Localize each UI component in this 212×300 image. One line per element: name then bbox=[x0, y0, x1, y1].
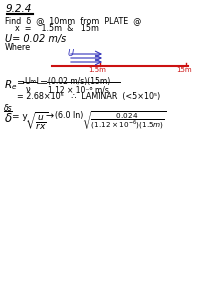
Text: U∞L: U∞L bbox=[24, 77, 41, 86]
Text: = 2.68×10⁵   ∴  LAMINAR  (<5×10⁵): = 2.68×10⁵ ∴ LAMINAR (<5×10⁵) bbox=[17, 92, 160, 101]
Text: $\sqrt{\dfrac{u}{rx}}$: $\sqrt{\dfrac{u}{rx}}$ bbox=[25, 111, 49, 132]
Text: (0.02 m/s)(15m): (0.02 m/s)(15m) bbox=[48, 77, 110, 86]
Text: →: → bbox=[46, 111, 54, 121]
Text: U: U bbox=[68, 49, 74, 58]
Text: $\sqrt{\dfrac{0.024}{(1.12\times10^{-6})(1.5m)}}$: $\sqrt{\dfrac{0.024}{(1.12\times10^{-6})… bbox=[82, 110, 166, 132]
Text: $\delta$: $\delta$ bbox=[4, 112, 13, 125]
Text: =: = bbox=[40, 78, 48, 88]
Text: x  =    1.5m  &   15m: x = 1.5m & 15m bbox=[5, 24, 99, 33]
Text: Find  δ  @  10mm  from  PLATE  @: Find δ @ 10mm from PLATE @ bbox=[5, 16, 141, 25]
Text: 9.2.4: 9.2.4 bbox=[6, 4, 32, 14]
Text: 1.12 × 10⁻⁶ m/s: 1.12 × 10⁻⁶ m/s bbox=[48, 85, 109, 94]
Text: U= 0.02 m/s: U= 0.02 m/s bbox=[5, 34, 66, 44]
Text: ν: ν bbox=[26, 85, 31, 94]
Text: = y: = y bbox=[12, 112, 28, 121]
Text: δs: δs bbox=[4, 104, 13, 113]
Text: 15m: 15m bbox=[176, 67, 192, 73]
Text: (6.0 ln): (6.0 ln) bbox=[55, 111, 83, 120]
Text: Where: Where bbox=[5, 43, 31, 52]
Text: 1.5m: 1.5m bbox=[88, 67, 106, 73]
Text: $R_e$: $R_e$ bbox=[4, 78, 17, 92]
Text: =: = bbox=[17, 78, 25, 88]
